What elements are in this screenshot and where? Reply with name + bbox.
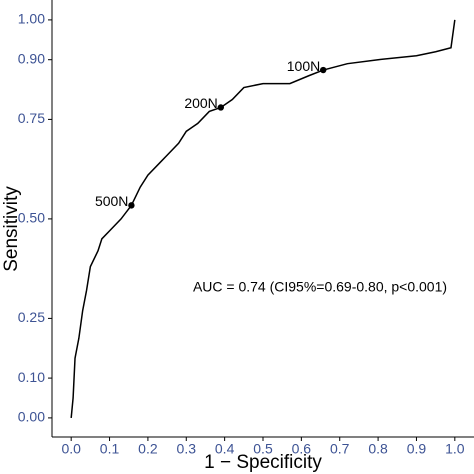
y-tick-label: 0.10 [18, 369, 45, 385]
x-tick-label: 0.8 [368, 441, 388, 457]
threshold-point [217, 104, 224, 111]
roc-curve [70, 19, 456, 418]
threshold-label: 500N [95, 193, 128, 209]
x-tick-label: 0.2 [138, 441, 158, 457]
threshold-label: 200N [184, 95, 217, 111]
x-axis-title: 1 − Specificity [204, 452, 322, 473]
threshold-point [128, 202, 135, 209]
y-tick-label: 0.90 [18, 50, 45, 66]
x-tick-label: 0.4 [215, 441, 235, 457]
x-tick-label: 0.7 [330, 441, 350, 457]
y-tick-label: 1.00 [18, 11, 45, 27]
y-tick-label: 0.25 [18, 309, 45, 325]
x-tick-label: 0.9 [407, 441, 427, 457]
y-tick-label: 0.00 [18, 409, 45, 425]
y-tick-label: 0.75 [18, 110, 45, 126]
x-tick-label: 0.6 [292, 441, 312, 457]
x-tick-label: 0.1 [100, 441, 120, 457]
y-axis-title: Sensitivity [1, 186, 22, 272]
x-tick-label: 0.3 [177, 441, 197, 457]
x-tick-label: 0.5 [253, 441, 273, 457]
x-tick-label: 0.0 [61, 441, 81, 457]
y-tick-label: 0.50 [18, 210, 45, 226]
x-tick-label: 1.0 [445, 441, 465, 457]
threshold-point [320, 66, 327, 74]
annotation: AUC = 0.74 (CI95%=0.69-0.80, p<0.001) [193, 279, 447, 295]
threshold-label: 100N [287, 58, 320, 74]
